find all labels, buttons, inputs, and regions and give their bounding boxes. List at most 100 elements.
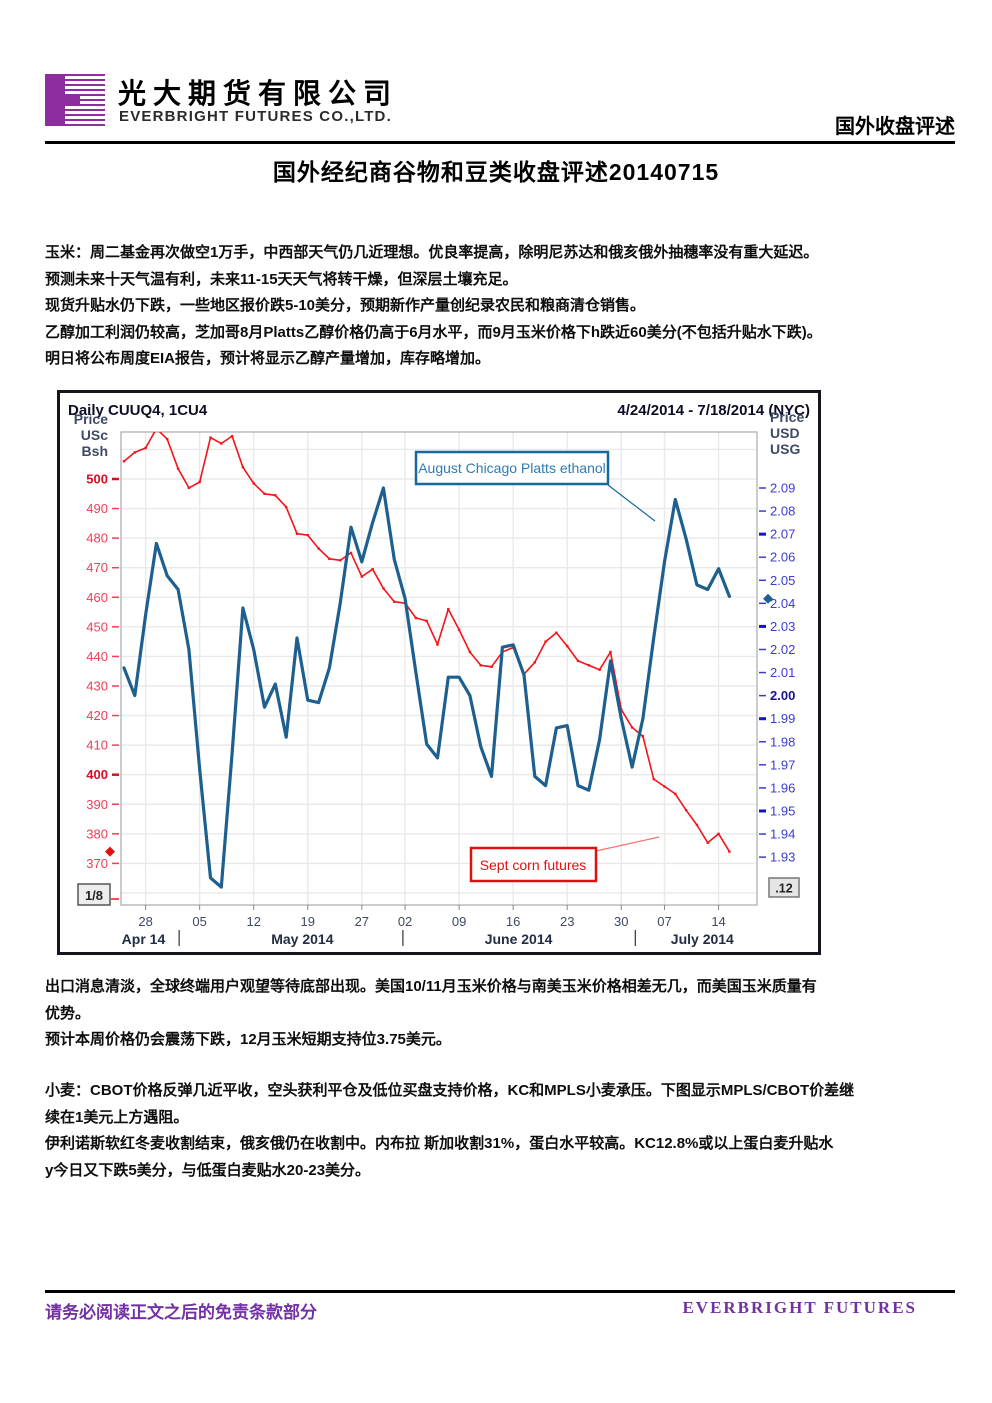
body-line: 预计本周价格仍会震荡下跌，12月玉米短期支持位3.75美元。 <box>45 1031 451 1049</box>
left-tick-label: 450 <box>86 619 108 634</box>
right-axis-unit: USG <box>770 441 800 457</box>
day-tick-label: 23 <box>560 914 574 929</box>
day-tick-label: 16 <box>506 914 520 929</box>
price-chart: Daily CUUQ4, 1CU4 4/24/2014 - 7/18/2014 (… <box>57 390 821 955</box>
ethanol-label-text: August Chicago Platts ethanol <box>418 460 606 476</box>
corn-point-marker <box>284 505 288 509</box>
corn-point-marker <box>122 460 126 463</box>
month-label: May 2014 <box>271 931 333 947</box>
corn-point-marker <box>684 808 688 812</box>
corn-point-marker <box>306 533 309 537</box>
left-tick-label: 460 <box>86 590 108 605</box>
corner-label-right: .12 <box>775 882 792 896</box>
corn-point-marker <box>414 616 418 620</box>
body-line: y今日又下跌5美分，与低蛋白麦贴水20-23美分。 <box>45 1161 371 1179</box>
ethanol-last-price-diamond <box>763 593 773 604</box>
day-tick-label: 12 <box>246 914 260 929</box>
corn-point-marker <box>187 486 191 490</box>
corn-point-marker <box>663 785 666 788</box>
document-title: 国外经纪商谷物和豆类收盘评述20140715 <box>272 159 720 185</box>
right-tick-label: 2.01 <box>770 665 795 680</box>
corn-point-marker <box>436 643 439 646</box>
corn-point-marker <box>198 480 201 484</box>
corn-commentary: 玉米：周二基金再次做空1万手，中西部天气仍几近理想。优良率提高，除明尼苏达和俄亥… <box>45 240 960 373</box>
plot-frame <box>120 431 758 906</box>
corn-point-marker <box>652 777 655 781</box>
day-tick-label: 19 <box>301 914 315 929</box>
corn-point-marker <box>295 532 299 535</box>
corn-point-marker <box>220 442 223 445</box>
month-label: July 2014 <box>671 931 734 947</box>
corn-point-marker <box>566 644 569 648</box>
corn-point-marker <box>317 547 320 550</box>
left-tick-label: 410 <box>86 738 108 753</box>
corn-point-marker <box>144 446 147 450</box>
corner-box-right <box>768 877 800 898</box>
right-tick-label: 2.02 <box>770 642 795 657</box>
day-tick-label: 28 <box>138 914 152 929</box>
corn-point-marker <box>176 467 180 470</box>
corn-point-marker <box>328 557 331 561</box>
corn-point-marker <box>209 436 212 439</box>
left-tick-label: 420 <box>86 708 108 723</box>
right-tick-label: 2.05 <box>770 573 795 588</box>
day-tick-label: 09 <box>452 914 466 929</box>
footer-rule <box>45 1290 955 1293</box>
corner-box-left <box>77 883 111 906</box>
body-line: 玉米：周二基金再次做空1万手，中西部天气仍几近理想。优良率提高，除明尼苏达和俄亥… <box>45 244 819 261</box>
corn-point-marker <box>360 575 364 578</box>
right-tick-label: 1.98 <box>770 734 795 749</box>
body-line: 小麦：CBOT价格反弹几近平收，空头获利平仓及低位买盘支持价格，KC和MPLS小… <box>45 1082 855 1099</box>
wheat-commentary: 小麦：CBOT价格反弹几近平收，空头获利平仓及低位买盘支持价格，KC和MPLS小… <box>45 1078 960 1184</box>
company-name-en: EVERBRIGHT FUTURES CO.,LTD. <box>119 108 392 125</box>
corn-point-marker <box>339 559 342 562</box>
body-line: 乙醇加工利润仍较高，芝加哥8月Platts乙醇价格仍高于6月水平，而9月玉米价格… <box>45 323 822 341</box>
corn-point-marker <box>620 708 623 711</box>
everbright-logo-icon <box>45 74 105 126</box>
body-line: 现货升贴水仍下跌，一些地区报价跌5-10美分，预期新作产量创纪录农民和粮商清仓销… <box>45 297 646 315</box>
left-axis-unit: USc <box>81 427 108 443</box>
corn-point-marker <box>717 832 720 836</box>
corn-point-marker <box>598 668 601 671</box>
left-axis-unit: Bsh <box>82 443 108 459</box>
day-tick-label: 30 <box>614 914 628 929</box>
body-line: 出口消息清淡，全球终端用户观望等待底部出现。美国10/11月玉米价格与南美玉米价… <box>45 978 817 995</box>
right-axis-unit: USD <box>770 425 800 441</box>
right-tick-label: 2.06 <box>770 550 795 565</box>
corn-point-marker <box>641 735 645 738</box>
corn-last-price-diamond <box>105 846 115 857</box>
corn-point-marker <box>166 437 169 441</box>
ethanol-pointer-line <box>607 484 656 522</box>
corn-point-marker <box>609 650 612 654</box>
corn-label-box <box>469 846 598 883</box>
day-tick-label: 27 <box>355 914 369 929</box>
chart-date-range: 4/24/2014 - 7/18/2014 (NYC) <box>617 402 810 419</box>
ethanol-line <box>122 486 732 889</box>
corn-point-marker <box>393 600 396 603</box>
right-axis-unit: Price <box>770 409 804 425</box>
corn-point-marker <box>706 841 709 844</box>
corn-point-marker <box>274 494 277 497</box>
corn-point-marker <box>447 607 450 611</box>
header-rule <box>45 141 955 144</box>
chart-title: Daily CUUQ4, 1CU4 <box>68 402 208 419</box>
corn-point-marker <box>230 434 234 438</box>
right-tick-label: 2.04 <box>770 596 795 611</box>
footer-brand: EVERBRIGHT FUTURES <box>682 1298 917 1317</box>
corn-point-marker <box>674 792 677 796</box>
corn-point-marker <box>533 661 536 664</box>
body-line: 优势。 <box>45 1004 91 1022</box>
corn-pointer-line <box>595 836 660 852</box>
left-tick-label: 480 <box>86 531 108 546</box>
left-tick-label: 470 <box>86 560 108 575</box>
right-tick-label: 2.00 <box>770 688 795 703</box>
corn-point-marker <box>263 492 266 495</box>
footer-disclaimer: 请务必阅读正文之后的免责条款部分 <box>45 1303 317 1322</box>
right-tick-label: 1.93 <box>770 850 795 865</box>
day-tick-label: 02 <box>398 914 412 929</box>
left-axis-unit: Price <box>74 411 108 427</box>
body-line: 预测未来十天气温有利，未来11-15天天气将转干燥，但深层土壤充足。 <box>45 270 518 288</box>
ethanol-label-box <box>414 450 610 486</box>
corn-point-marker <box>468 650 472 654</box>
left-tick-label: 430 <box>86 678 108 693</box>
